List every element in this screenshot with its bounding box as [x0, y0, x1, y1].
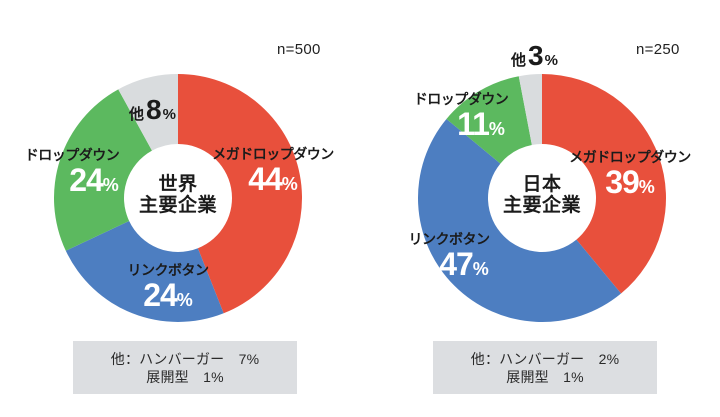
- japan-other-breakdown-note: 他：ハンバーガー 2% 展開型 1%: [433, 341, 657, 394]
- japan-label-other-name: 他: [511, 52, 527, 69]
- japan-label-mega-dropdown-name: メガドロップダウン: [569, 149, 691, 165]
- japan-label-dropdown-name: ドロップダウン: [413, 91, 509, 107]
- japan-note-line-1: 他：ハンバーガー 2%: [470, 351, 620, 367]
- japan-mega-dropdown-number: 39: [605, 164, 640, 200]
- world-note-line-2: 展開型 1%: [146, 369, 224, 385]
- japan-label-dropdown-value: 11 %: [431, 106, 531, 144]
- world-label-link-button-value: 24 %: [126, 277, 210, 315]
- world-other-breakdown-note: 他：ハンバーガー 7% 展開型 1%: [73, 341, 297, 394]
- world-label-dropdown: ドロップダウン 24 %: [22, 147, 122, 200]
- world-mega-dropdown-percent-sign: %: [281, 174, 298, 194]
- donut-segment-mega-dropdown: [542, 74, 666, 294]
- donut-segment-link-button: [418, 118, 622, 322]
- japan-label-other-percent-sign: %: [544, 52, 558, 69]
- japan-label-other-value: 3: [528, 40, 544, 71]
- world-label-other: 他 8 %: [129, 94, 176, 126]
- world-label-link-button: リンクボタン 24 %: [126, 262, 210, 315]
- japan-note-line-2: 展開型 1%: [506, 369, 584, 385]
- japan-label-mega-dropdown: メガドロップダウン 39 %: [566, 149, 694, 202]
- donut-segment-dropdown: [54, 89, 152, 251]
- japan-link-button-number: 47: [439, 246, 474, 282]
- world-label-other-percent-sign: %: [162, 106, 176, 123]
- donut-segment-dropdown: [446, 76, 532, 164]
- world-center-line-1: 世界: [158, 174, 198, 195]
- world-dropdown-number: 24: [69, 162, 104, 198]
- world-donut-chart: [54, 74, 302, 322]
- donut-segment-link-button: [65, 220, 224, 322]
- world-link-button-percent-sign: %: [176, 290, 193, 310]
- world-label-mega-dropdown-name: メガドロップダウン: [212, 146, 334, 162]
- world-label-other-value: 8: [146, 94, 162, 125]
- japan-label-link-button: リンクボタン 47 %: [406, 231, 492, 284]
- japan-label-other: 他 3 %: [511, 40, 558, 72]
- japan-label-link-button-value: 47 %: [421, 246, 507, 284]
- japan-mega-dropdown-percent-sign: %: [638, 177, 655, 197]
- world-center-line-2: 主要企業: [138, 195, 217, 216]
- japan-label-mega-dropdown-value: 39 %: [566, 164, 694, 202]
- donut-segment-other: [518, 74, 542, 145]
- world-link-button-number: 24: [143, 277, 178, 313]
- world-dropdown-percent-sign: %: [102, 175, 119, 195]
- world-label-link-button-name: リンクボタン: [127, 262, 210, 278]
- japan-dropdown-number: 11: [457, 106, 490, 142]
- world-label-dropdown-value: 24 %: [44, 162, 144, 200]
- world-label-dropdown-name: ドロップダウン: [24, 147, 120, 163]
- donut-segment-mega-dropdown: [178, 74, 302, 314]
- sample-size-label-japan: n=250: [636, 41, 680, 58]
- japan-label-dropdown: ドロップダウン 11 %: [411, 91, 511, 144]
- japan-link-button-percent-sign: %: [472, 259, 489, 279]
- world-mega-dropdown-number: 44: [248, 161, 283, 197]
- japan-center-line-1: 日本: [522, 174, 562, 195]
- world-label-other-name: 他: [129, 106, 145, 123]
- japan-donut-chart: [418, 74, 666, 322]
- world-note-line-1: 他：ハンバーガー 7%: [110, 351, 260, 367]
- japan-center-line-2: 主要企業: [502, 195, 581, 216]
- japan-label-link-button-name: リンクボタン: [408, 231, 491, 247]
- japan-dropdown-percent-sign: %: [488, 119, 505, 139]
- donut-segment-other: [118, 74, 178, 151]
- japan-donut-center-title: 日本 主要企業: [472, 174, 612, 216]
- world-label-mega-dropdown: メガドロップダウン 44 %: [211, 146, 335, 199]
- world-label-mega-dropdown-value: 44 %: [211, 161, 335, 199]
- sample-size-label-world: n=500: [277, 41, 321, 58]
- world-donut-center-title: 世界 主要企業: [108, 174, 248, 216]
